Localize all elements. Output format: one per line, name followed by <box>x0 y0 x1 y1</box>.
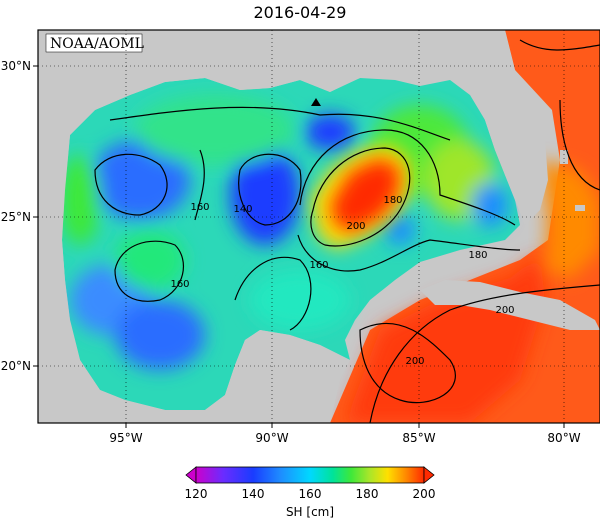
x-tick-label: 90°W <box>255 431 288 445</box>
contour-label: 160 <box>309 260 328 271</box>
contour-label: 200 <box>405 356 424 367</box>
florida-land <box>470 60 548 225</box>
contour-label: 160 <box>190 202 209 213</box>
y-tick-label: 25°N <box>1 210 31 224</box>
y-tick-labels: 30°N 25°N 20°N <box>1 59 38 373</box>
x-tick-label: 95°W <box>109 431 142 445</box>
colorbar-tick-label: 200 <box>413 487 436 501</box>
colorbar-tick-label: 160 <box>299 487 322 501</box>
contour-label: 200 <box>495 305 514 316</box>
contour-label: 180 <box>383 195 402 206</box>
y-tick-label: 30°N <box>1 59 31 73</box>
colorbar-label: SH [cm] <box>286 505 334 519</box>
contour-label: 200 <box>346 221 365 232</box>
contour-label: 180 <box>468 250 487 261</box>
credit-box <box>45 33 143 53</box>
contour-label: 140 <box>233 204 252 215</box>
colorbar: 120 140 160 180 200 SH [cm] <box>185 466 436 519</box>
loop-current-core <box>330 158 400 232</box>
triangle-marker-icon <box>311 98 321 106</box>
mexico-us-land <box>38 30 515 423</box>
colorbar-tick-label: 120 <box>185 487 208 501</box>
straits-warm <box>540 160 600 280</box>
x-tick-labels: 95°W 90°W 85°W 80°W <box>109 423 581 445</box>
contour-label-layer: 160 140 200 180 160 180 160 200 200 <box>170 195 514 367</box>
map-title: 2016-04-29 <box>253 3 347 22</box>
x-tick-label: 80°W <box>547 431 580 445</box>
cuba-land <box>420 280 600 330</box>
contour-label: 160 <box>170 279 189 290</box>
gridlines <box>38 30 600 423</box>
x-tick-label: 85°W <box>402 431 435 445</box>
map-frame <box>37 29 600 424</box>
y-tick-label: 20°N <box>1 359 31 373</box>
contour-lines <box>94 39 600 423</box>
colorbar-tick-label: 180 <box>356 487 379 501</box>
colorbar-tick-label: 140 <box>242 487 265 501</box>
credit-label: NOAA/AOML <box>50 36 144 52</box>
